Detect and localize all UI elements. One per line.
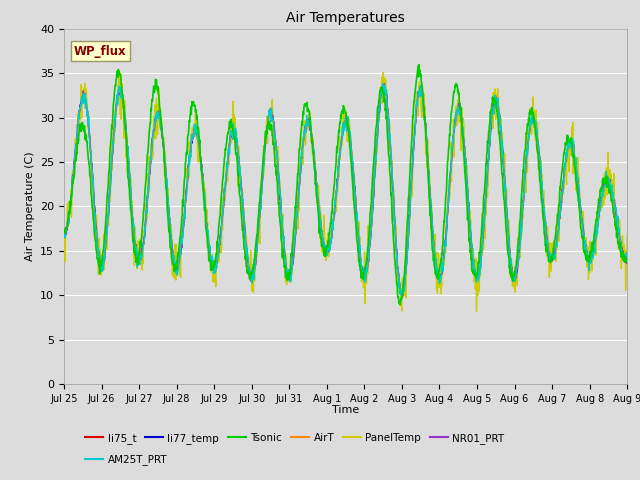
- Title: Air Temperatures: Air Temperatures: [286, 11, 405, 25]
- Legend: AM25T_PRT: AM25T_PRT: [81, 450, 172, 469]
- X-axis label: Time: Time: [332, 405, 359, 415]
- Y-axis label: Air Temperature (C): Air Temperature (C): [24, 152, 35, 261]
- Text: WP_flux: WP_flux: [74, 45, 127, 58]
